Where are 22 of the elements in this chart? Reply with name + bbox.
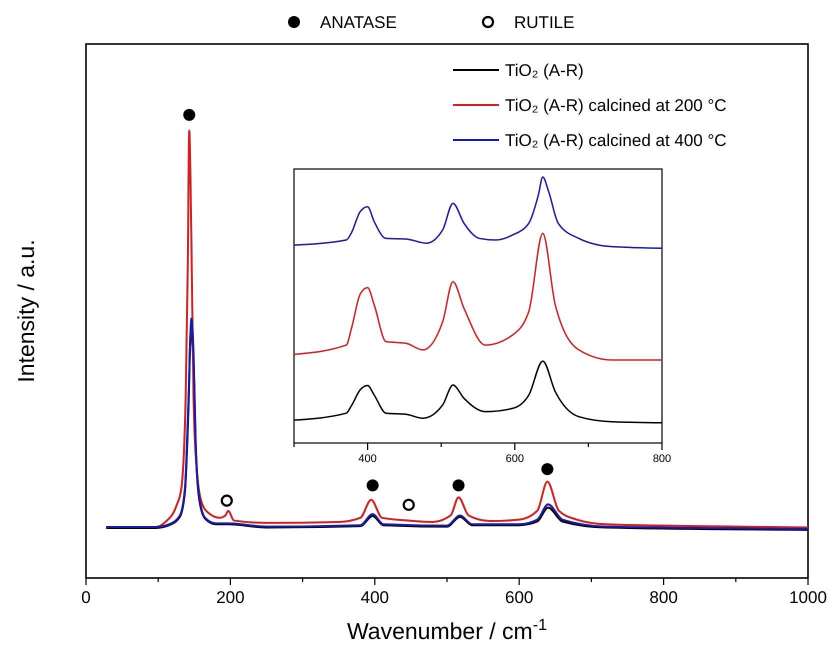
x-tick-label: 400 [358, 453, 377, 465]
legend-label: TiO₂ (A-R) [505, 60, 584, 80]
legend-label: TiO₂ (A-R) calcined at 400 °C [505, 130, 727, 150]
x-tick-label: 200 [216, 588, 245, 607]
legend-label: ANATASE [320, 12, 397, 32]
point [183, 108, 196, 121]
point [402, 498, 415, 511]
x-tick-label: 600 [506, 453, 524, 465]
point [541, 463, 554, 476]
x-tick-label: 400 [360, 588, 389, 607]
legend-label: TiO₂ (A-R) calcined at 200 °C [505, 96, 727, 115]
y-axis-title: Intensity / a.u. [13, 239, 39, 383]
x-tick-label: 1000 [789, 588, 827, 607]
x-tick-label: 600 [505, 588, 534, 607]
point [452, 479, 465, 492]
x-tick-label: 0 [81, 588, 91, 607]
x-tick-label: 800 [649, 588, 678, 607]
point [220, 494, 233, 507]
x-tick-label: 800 [652, 453, 672, 465]
point [366, 479, 379, 492]
legend-label: RUTILE [514, 12, 574, 32]
x-axis-title: Wavenumber / cm$^{-1}$ [346, 616, 548, 644]
